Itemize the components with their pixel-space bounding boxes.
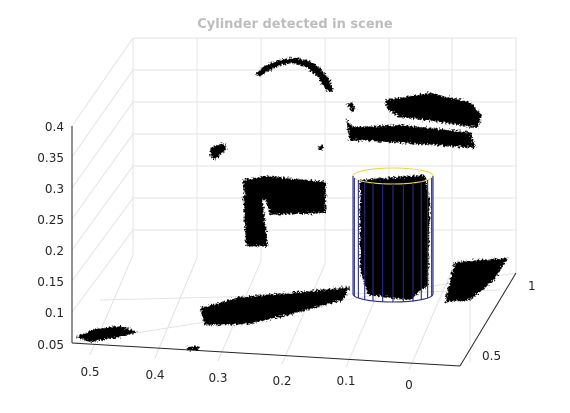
z-tick-label: 0.05 bbox=[37, 338, 64, 352]
point-cloud-cluster bbox=[200, 287, 350, 325]
x-tick-label: 0.2 bbox=[272, 374, 291, 388]
point-cloud-cluster bbox=[360, 175, 430, 300]
point-cloud-cluster bbox=[243, 196, 268, 246]
y-axis-ticks: 0.5 1 bbox=[482, 279, 536, 363]
point-cloud-cluster bbox=[385, 93, 482, 128]
x-tick-label: 0.4 bbox=[145, 368, 164, 382]
z-tick-label: 0.25 bbox=[37, 213, 64, 227]
point-cloud-cluster bbox=[346, 118, 476, 148]
x-axis-ticks: 0.5 0.4 0.3 0.2 0.1 0 bbox=[80, 365, 412, 392]
point-cloud-cluster bbox=[76, 326, 138, 342]
cylinder-model bbox=[352, 167, 434, 303]
z-tick-label: 0.4 bbox=[45, 120, 64, 134]
chart-title: Cylinder detected in scene bbox=[197, 17, 393, 32]
point-cloud-cluster bbox=[186, 346, 200, 350]
x-tick-label: 0.5 bbox=[80, 365, 99, 379]
x-tick-label: 0.1 bbox=[336, 374, 355, 388]
point-cloud-cluster bbox=[242, 176, 326, 215]
z-tick-label: 0.35 bbox=[37, 151, 64, 165]
x-tick-label: 0.3 bbox=[208, 371, 227, 385]
point-cloud-cluster bbox=[256, 58, 333, 92]
point-cloud-cluster bbox=[210, 143, 226, 160]
axis-lines bbox=[71, 126, 517, 367]
z-tick-label: 0.15 bbox=[37, 275, 64, 289]
y-tick-label: 1 bbox=[528, 279, 536, 293]
z-tick-label: 0.1 bbox=[45, 306, 64, 320]
y-tick-label: 0.5 bbox=[482, 349, 501, 363]
point-cloud-cluster bbox=[445, 258, 508, 302]
z-tick-label: 0.2 bbox=[45, 244, 64, 258]
point-cloud-cluster bbox=[318, 145, 323, 150]
z-tick-label: 0.3 bbox=[45, 182, 64, 196]
x-tick-label: 0 bbox=[405, 378, 413, 392]
z-axis-ticks: 0.4 0.35 0.3 0.25 0.2 0.15 0.1 0.05 bbox=[37, 120, 64, 352]
point-cloud-cluster bbox=[347, 102, 356, 112]
